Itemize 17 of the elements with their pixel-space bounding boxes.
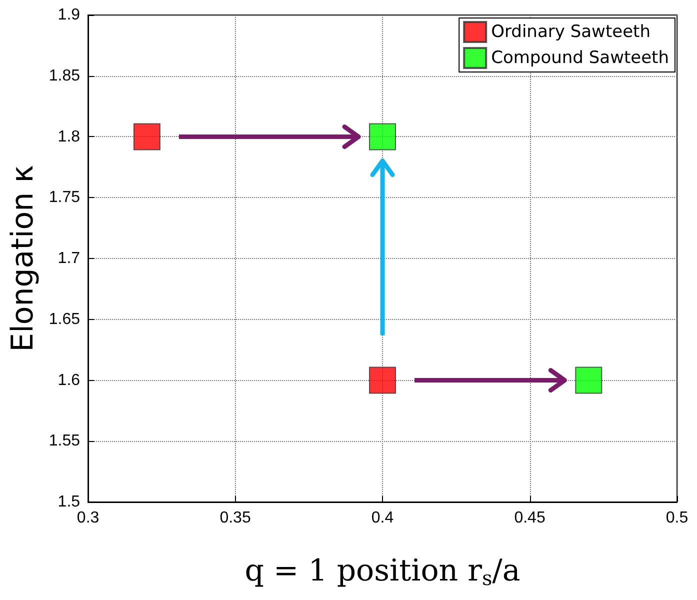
y-tick-label: 1.55 [48,432,80,450]
y-axis-title: Elongation κ [6,165,40,352]
legend-label: Compound Sawteeth [491,48,670,68]
x-tick-label: 0.35 [220,510,251,526]
y-tick-label: 1.5 [58,494,80,510]
y-tick-label: 1.9 [58,6,80,24]
y-tick-label: 1.6 [58,372,80,389]
y-tick-label: 1.75 [48,189,80,206]
x-tick-label: 0.4 [371,510,394,526]
y-tick-label: 1.8 [58,128,80,146]
y-tick-label: 1.85 [48,67,80,84]
x-tick-label: 0.45 [514,510,546,526]
y-tick-label: 1.65 [48,310,80,328]
x-tick-label: 0.3 [76,510,100,526]
y-tick-label: 1.7 [58,250,80,267]
x-tick-label: 0.5 [666,510,688,526]
legend-label: Ordinary Sawteeth [491,22,650,42]
